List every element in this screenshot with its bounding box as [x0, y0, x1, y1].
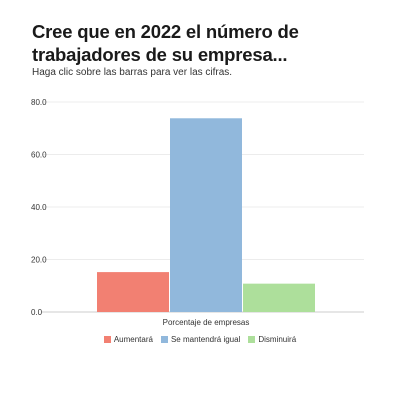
bar[interactable] [170, 118, 242, 313]
y-tick-label: 60.0 [31, 151, 47, 160]
y-tick-label: 40.0 [31, 203, 47, 212]
legend-label: Disminuirá [258, 335, 297, 344]
x-axis-label: Porcentaje de empresas [163, 318, 250, 327]
chart-legend: Aumentará Se mantendrá igual Disminuirá [0, 335, 400, 344]
legend-swatch [160, 336, 168, 343]
legend-item[interactable]: Se mantendrá igual [160, 335, 241, 344]
legend-swatch [103, 336, 111, 343]
chart-title: Cree que en 2022 el número de trabajador… [32, 21, 299, 65]
y-tick-label: 20.0 [31, 256, 47, 265]
y-tick-label: 0.0 [31, 308, 43, 317]
bar[interactable] [97, 272, 169, 312]
legend-label: Se mantendrá igual [170, 335, 241, 344]
legend-item[interactable]: Disminuirá [248, 335, 296, 344]
bar[interactable] [243, 283, 315, 312]
chart-subtitle: Haga clic sobre las barras para ver las … [32, 67, 233, 78]
legend-item[interactable]: Aumentará [103, 335, 153, 344]
legend-swatch [248, 336, 256, 343]
legend-label: Aumentará [113, 335, 153, 344]
y-tick-label: 80.0 [31, 98, 47, 107]
